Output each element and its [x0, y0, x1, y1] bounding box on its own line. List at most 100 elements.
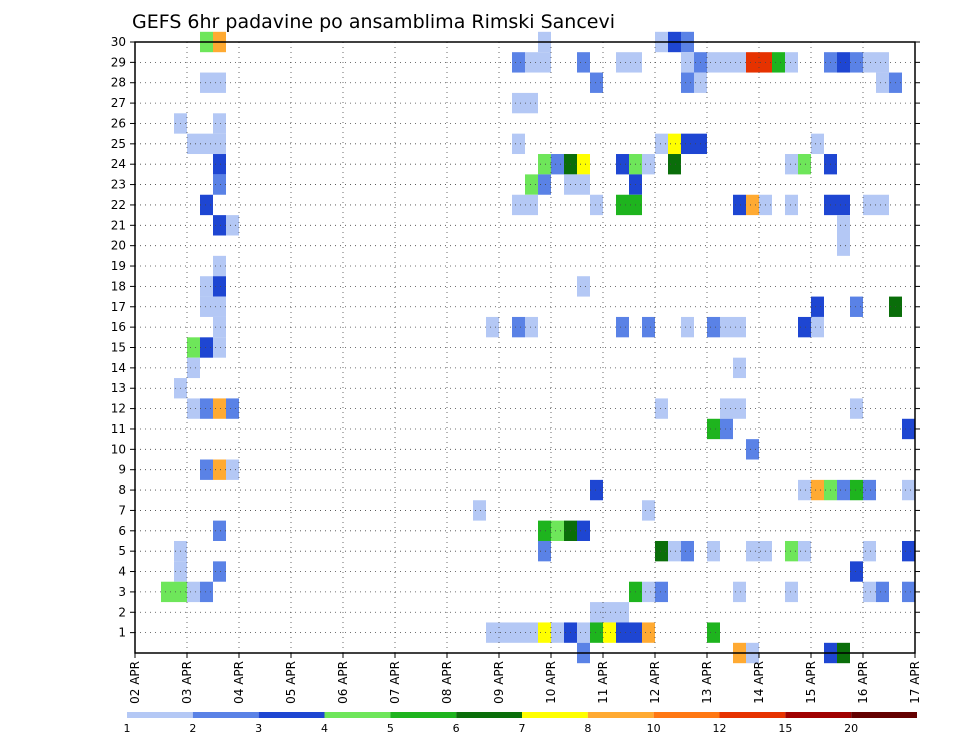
heatmap-cell — [707, 622, 720, 643]
heatmap-cell — [876, 72, 889, 93]
heatmap-cell — [213, 337, 226, 358]
heatmap-cell — [213, 398, 226, 419]
heatmap-cell — [213, 215, 226, 236]
y-tick-label: 27 — [111, 96, 126, 110]
heatmap-cell — [577, 276, 590, 297]
y-tick-label: 24 — [111, 157, 126, 171]
legend-swatch — [456, 712, 522, 718]
legend-label: 12 — [713, 722, 727, 735]
heatmap-cell — [590, 479, 603, 501]
y-tick-label: 1 — [118, 626, 126, 640]
y-tick-label: 21 — [111, 218, 126, 232]
y-tick-label: 19 — [111, 259, 126, 273]
legend-swatch — [324, 712, 391, 718]
heatmap-cell — [837, 235, 850, 256]
heatmap-cell — [733, 581, 746, 603]
x-tick-label: 04 APR — [232, 661, 246, 704]
y-tick-label: 2 — [118, 605, 126, 619]
heatmap-cell — [226, 398, 239, 419]
heatmap-cell — [187, 581, 200, 603]
legend-swatch — [258, 712, 325, 718]
y-tick-label: 3 — [118, 585, 126, 599]
heatmap-cell — [512, 52, 525, 73]
heatmap-cell — [811, 133, 824, 155]
x-tick-label: 14 APR — [752, 661, 766, 704]
heatmap-cell — [642, 581, 655, 603]
x-tick-label: 05 APR — [284, 661, 298, 704]
heatmap-cell — [655, 540, 668, 562]
heatmap-cell — [850, 479, 863, 501]
heatmap-cell — [681, 52, 694, 73]
heatmap-cell — [746, 194, 759, 216]
legend-label: 4 — [321, 722, 328, 735]
y-tick-label: 23 — [111, 178, 126, 192]
y-tick-label: 11 — [111, 422, 126, 436]
heatmap-cell — [785, 540, 798, 562]
legend-label: 7 — [519, 722, 526, 735]
y-tick-label: 15 — [111, 341, 126, 355]
y-tick-label: 16 — [111, 320, 126, 334]
heatmap-cell — [863, 581, 876, 603]
heatmap-cell — [200, 337, 213, 358]
heatmap-cell — [213, 276, 226, 297]
heatmap-cell — [850, 561, 863, 582]
heatmap-cell — [707, 316, 720, 338]
heatmap-cell — [213, 113, 226, 134]
heatmap-cell — [785, 581, 798, 603]
heatmap-cell — [538, 154, 551, 175]
legend-label: 15 — [778, 722, 792, 735]
legend-swatch — [127, 712, 193, 718]
heatmap-cell — [473, 500, 486, 521]
y-tick-label: 8 — [118, 483, 126, 497]
heatmap-cell — [538, 174, 551, 195]
y-tick-label: 29 — [111, 55, 126, 69]
y-tick-label: 10 — [111, 442, 126, 456]
y-tick-label: 25 — [111, 137, 126, 151]
heatmap-cell — [655, 581, 668, 603]
legend-label: 6 — [453, 722, 460, 735]
heatmap-cell — [551, 622, 564, 643]
heatmap-cell — [590, 194, 603, 216]
heatmap-cell — [642, 316, 655, 338]
heatmap-cell — [798, 154, 811, 175]
heatmap-cell — [876, 581, 889, 603]
x-tick-label: 06 APR — [336, 661, 350, 704]
x-tick-label: 09 APR — [492, 661, 506, 704]
x-tick-label: 17 APR — [908, 661, 922, 704]
x-tick-label: 11 APR — [596, 661, 610, 704]
heatmap-cell — [512, 133, 525, 155]
y-tick-label: 18 — [111, 279, 126, 293]
heatmap-cell — [902, 540, 915, 562]
heatmap-cell — [213, 255, 226, 277]
heatmap-cell — [850, 296, 863, 317]
heatmap-cell — [590, 72, 603, 93]
heatmap-cell — [200, 296, 226, 317]
heatmap-cell — [798, 540, 811, 562]
heatmap-cell — [226, 459, 239, 480]
heatmap-cell — [616, 622, 642, 643]
x-tick-label: 08 APR — [440, 661, 454, 704]
x-tick-label: 15 APR — [804, 661, 818, 704]
heatmap-cell — [837, 215, 850, 236]
heatmap-cell — [213, 316, 226, 338]
y-tick-label: 13 — [111, 381, 126, 395]
heatmap-cell — [655, 398, 668, 419]
legend-label: 3 — [255, 722, 262, 735]
heatmap-cell — [707, 418, 720, 440]
heatmap-cell — [564, 174, 590, 195]
heatmap-cell — [200, 398, 213, 419]
heatmap-cell — [655, 133, 668, 155]
heatmap-cell — [603, 622, 616, 643]
heatmap-cell — [616, 194, 642, 216]
y-tick-label: 7 — [118, 503, 126, 517]
y-tick-label: 14 — [111, 361, 126, 375]
y-tick-label: 9 — [118, 463, 126, 477]
legend-label: 1 — [124, 722, 131, 735]
heatmap-cell — [187, 357, 200, 379]
heatmap-cell — [811, 296, 824, 317]
heatmap-cell — [798, 479, 811, 501]
heatmap-cell — [213, 174, 226, 195]
legend-swatch — [390, 712, 457, 718]
heatmap-cell — [668, 133, 681, 155]
x-tick-label: 03 APR — [180, 661, 194, 704]
